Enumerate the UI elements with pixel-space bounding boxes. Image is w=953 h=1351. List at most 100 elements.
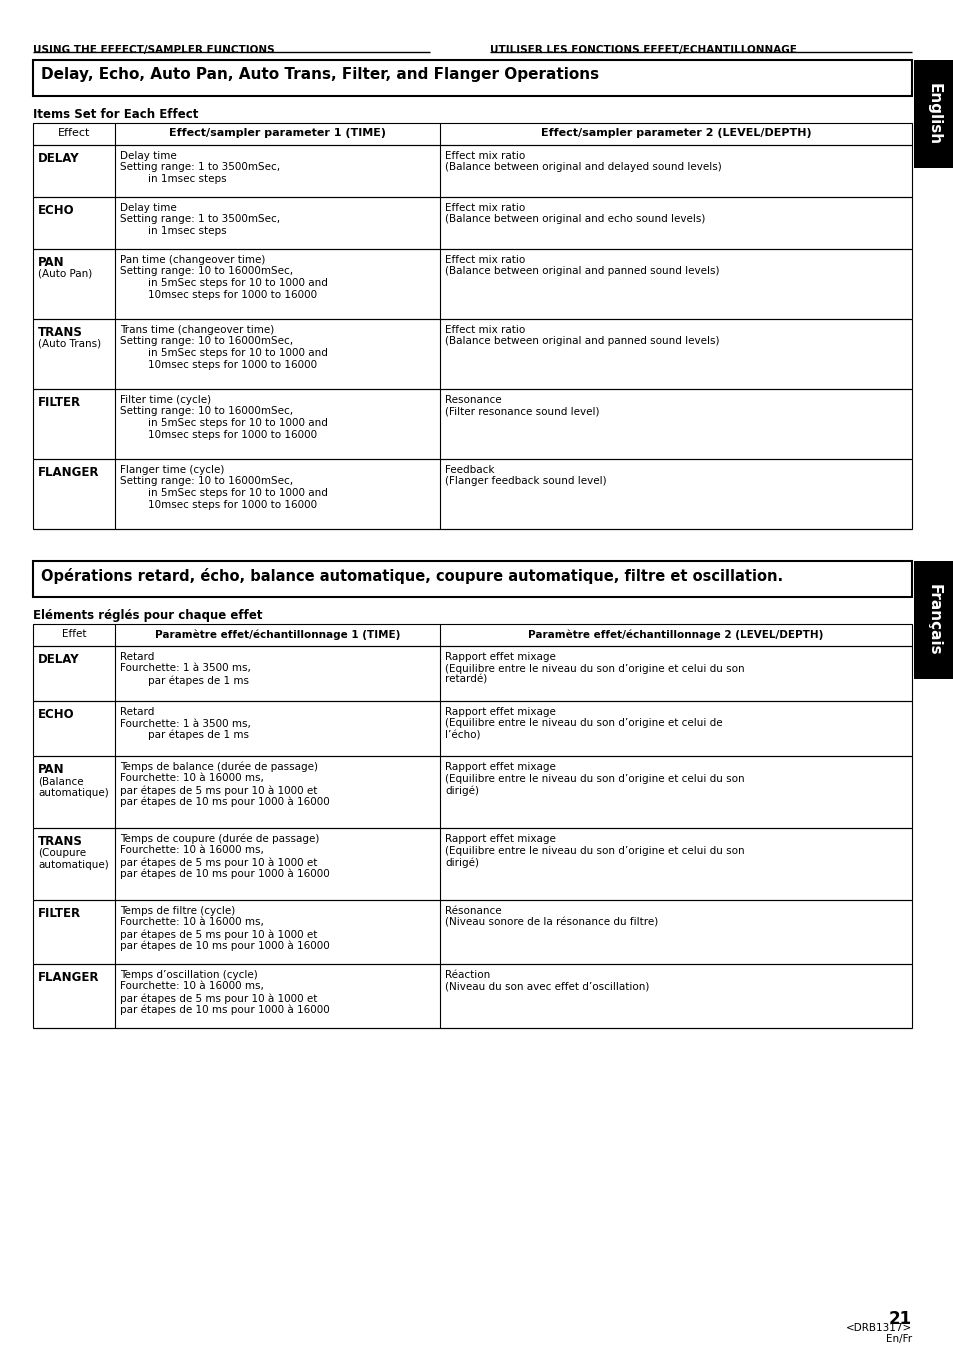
Text: Flanger time (cycle): Flanger time (cycle): [120, 465, 224, 476]
Text: (Equilibre entre le niveau du son d’origine et celui du son: (Equilibre entre le niveau du son d’orig…: [444, 774, 744, 784]
Text: in 1msec steps: in 1msec steps: [148, 226, 227, 236]
Text: Pan time (changeover time): Pan time (changeover time): [120, 255, 265, 265]
Text: Temps d’oscillation (cycle): Temps d’oscillation (cycle): [120, 970, 257, 979]
Text: Rapport effet mixage: Rapport effet mixage: [444, 762, 556, 771]
Text: (Filter resonance sound level): (Filter resonance sound level): [444, 407, 598, 416]
Text: Réaction: Réaction: [444, 970, 490, 979]
Text: in 1msec steps: in 1msec steps: [148, 174, 227, 184]
Text: in 5mSec steps for 10 to 1000 and: in 5mSec steps for 10 to 1000 and: [148, 417, 328, 428]
Text: Effect: Effect: [58, 128, 91, 138]
Bar: [33, 59, 911, 96]
Text: par étapes de 5 ms pour 10 à 1000 et: par étapes de 5 ms pour 10 à 1000 et: [120, 929, 317, 939]
Text: Effect mix ratio: Effect mix ratio: [444, 151, 525, 161]
Text: English: English: [925, 82, 941, 145]
Text: retardé): retardé): [444, 676, 487, 685]
Text: Resonance: Resonance: [444, 394, 501, 405]
Bar: [33, 561, 911, 597]
Text: (Coupure: (Coupure: [38, 848, 86, 858]
Text: (Niveau du son avec effet d’oscillation): (Niveau du son avec effet d’oscillation): [444, 981, 649, 992]
Text: par étapes de 1 ms: par étapes de 1 ms: [148, 730, 249, 740]
Text: Résonance: Résonance: [444, 907, 501, 916]
Text: Eléments réglés pour chaque effet: Eléments réglés pour chaque effet: [33, 609, 262, 621]
Text: Rapport effet mixage: Rapport effet mixage: [444, 707, 556, 717]
Text: Fourchette: 10 à 16000 ms,: Fourchette: 10 à 16000 ms,: [120, 917, 264, 928]
Text: Fourchette: 10 à 16000 ms,: Fourchette: 10 à 16000 ms,: [120, 981, 264, 992]
Text: 10msec steps for 1000 to 16000: 10msec steps for 1000 to 16000: [148, 289, 316, 300]
Text: Paramètre effet/échantillonnage 1 (TIME): Paramètre effet/échantillonnage 1 (TIME): [154, 630, 399, 639]
Text: par étapes de 10 ms pour 1000 à 16000: par étapes de 10 ms pour 1000 à 16000: [120, 1005, 330, 1015]
Text: Retard: Retard: [120, 653, 154, 662]
Text: Rapport effet mixage: Rapport effet mixage: [444, 834, 556, 844]
Text: in 5mSec steps for 10 to 1000 and: in 5mSec steps for 10 to 1000 and: [148, 278, 328, 288]
Text: FILTER: FILTER: [38, 396, 81, 409]
Text: TRANS: TRANS: [38, 326, 83, 339]
Text: Delay time: Delay time: [120, 151, 176, 161]
Text: par étapes de 1 ms: par étapes de 1 ms: [148, 676, 249, 685]
Text: Rapport effet mixage: Rapport effet mixage: [444, 653, 556, 662]
Text: (Equilibre entre le niveau du son d’origine et celui de: (Equilibre entre le niveau du son d’orig…: [444, 719, 721, 728]
Text: Setting range: 10 to 16000mSec,: Setting range: 10 to 16000mSec,: [120, 266, 293, 277]
Text: En/Fr: En/Fr: [885, 1333, 911, 1344]
Text: l’écho): l’écho): [444, 730, 480, 740]
Text: Opérations retard, écho, balance automatique, coupure automatique, filtre et osc: Opérations retard, écho, balance automat…: [41, 567, 782, 584]
Text: Effect mix ratio: Effect mix ratio: [444, 326, 525, 335]
Text: Paramètre effet/échantillonnage 2 (LEVEL/DEPTH): Paramètre effet/échantillonnage 2 (LEVEL…: [528, 630, 822, 639]
Text: (Auto Pan): (Auto Pan): [38, 269, 92, 280]
Text: dirigé): dirigé): [444, 857, 478, 867]
Text: 21: 21: [888, 1310, 911, 1328]
Text: Trans time (changeover time): Trans time (changeover time): [120, 326, 274, 335]
Text: Temps de coupure (durée de passage): Temps de coupure (durée de passage): [120, 834, 319, 844]
Text: dirigé): dirigé): [444, 785, 478, 796]
Bar: [913, 561, 953, 680]
Text: Français: Français: [925, 584, 941, 655]
Bar: [33, 624, 911, 646]
Text: (Flanger feedback sound level): (Flanger feedback sound level): [444, 477, 606, 486]
Text: Setting range: 10 to 16000mSec,: Setting range: 10 to 16000mSec,: [120, 407, 293, 416]
Text: PAN: PAN: [38, 763, 65, 775]
Text: DELAY: DELAY: [38, 653, 79, 666]
Text: (Balance between original and panned sound levels): (Balance between original and panned sou…: [444, 336, 719, 346]
Text: automatique): automatique): [38, 861, 109, 870]
Text: (Balance: (Balance: [38, 775, 84, 786]
Text: Items Set for Each Effect: Items Set for Each Effect: [33, 108, 198, 122]
Text: UTILISER LES FONCTIONS EFFET/ECHANTILLONNAGE: UTILISER LES FONCTIONS EFFET/ECHANTILLON…: [490, 45, 796, 55]
Text: Effect mix ratio: Effect mix ratio: [444, 203, 525, 213]
Text: par étapes de 5 ms pour 10 à 1000 et: par étapes de 5 ms pour 10 à 1000 et: [120, 857, 317, 867]
Text: ECHO: ECHO: [38, 708, 74, 721]
Text: Filter time (cycle): Filter time (cycle): [120, 394, 211, 405]
Text: Fourchette: 1 à 3500 ms,: Fourchette: 1 à 3500 ms,: [120, 719, 251, 728]
Text: Delay, Echo, Auto Pan, Auto Trans, Filter, and Flanger Operations: Delay, Echo, Auto Pan, Auto Trans, Filte…: [41, 68, 598, 82]
Text: Temps de balance (durée de passage): Temps de balance (durée de passage): [120, 762, 317, 773]
Text: (Equilibre entre le niveau du son d’origine et celui du son: (Equilibre entre le niveau du son d’orig…: [444, 846, 744, 855]
Text: par étapes de 10 ms pour 1000 à 16000: par étapes de 10 ms pour 1000 à 16000: [120, 940, 330, 951]
Text: Setting range: 10 to 16000mSec,: Setting range: 10 to 16000mSec,: [120, 477, 293, 486]
Text: Effet: Effet: [62, 630, 86, 639]
Text: TRANS: TRANS: [38, 835, 83, 848]
Text: Effect/sampler parameter 2 (LEVEL/DEPTH): Effect/sampler parameter 2 (LEVEL/DEPTH): [540, 128, 810, 138]
Text: <DRB1317>: <DRB1317>: [845, 1323, 911, 1333]
Text: par étapes de 10 ms pour 1000 à 16000: par étapes de 10 ms pour 1000 à 16000: [120, 797, 330, 807]
Text: automatique): automatique): [38, 788, 109, 798]
Text: Setting range: 1 to 3500mSec,: Setting range: 1 to 3500mSec,: [120, 215, 280, 224]
Text: (Balance between original and delayed sound levels): (Balance between original and delayed so…: [444, 162, 721, 173]
Text: (Balance between original and panned sound levels): (Balance between original and panned sou…: [444, 266, 719, 277]
Text: FILTER: FILTER: [38, 907, 81, 920]
Text: 10msec steps for 1000 to 16000: 10msec steps for 1000 to 16000: [148, 430, 316, 439]
Text: par étapes de 5 ms pour 10 à 1000 et: par étapes de 5 ms pour 10 à 1000 et: [120, 785, 317, 796]
Bar: [33, 123, 911, 145]
Text: DELAY: DELAY: [38, 153, 79, 165]
Text: Effect/sampler parameter 1 (TIME): Effect/sampler parameter 1 (TIME): [169, 128, 386, 138]
Text: FLANGER: FLANGER: [38, 971, 99, 984]
Text: par étapes de 5 ms pour 10 à 1000 et: par étapes de 5 ms pour 10 à 1000 et: [120, 993, 317, 1004]
Text: Delay time: Delay time: [120, 203, 176, 213]
Text: Fourchette: 10 à 16000 ms,: Fourchette: 10 à 16000 ms,: [120, 846, 264, 855]
Text: Fourchette: 1 à 3500 ms,: Fourchette: 1 à 3500 ms,: [120, 663, 251, 674]
Text: Effect mix ratio: Effect mix ratio: [444, 255, 525, 265]
Text: Temps de filtre (cycle): Temps de filtre (cycle): [120, 907, 235, 916]
Text: (Balance between original and echo sound levels): (Balance between original and echo sound…: [444, 215, 704, 224]
Text: Setting range: 1 to 3500mSec,: Setting range: 1 to 3500mSec,: [120, 162, 280, 173]
Text: par étapes de 10 ms pour 1000 à 16000: par étapes de 10 ms pour 1000 à 16000: [120, 869, 330, 880]
Text: FLANGER: FLANGER: [38, 466, 99, 480]
Text: Feedback: Feedback: [444, 465, 494, 476]
Text: ECHO: ECHO: [38, 204, 74, 218]
